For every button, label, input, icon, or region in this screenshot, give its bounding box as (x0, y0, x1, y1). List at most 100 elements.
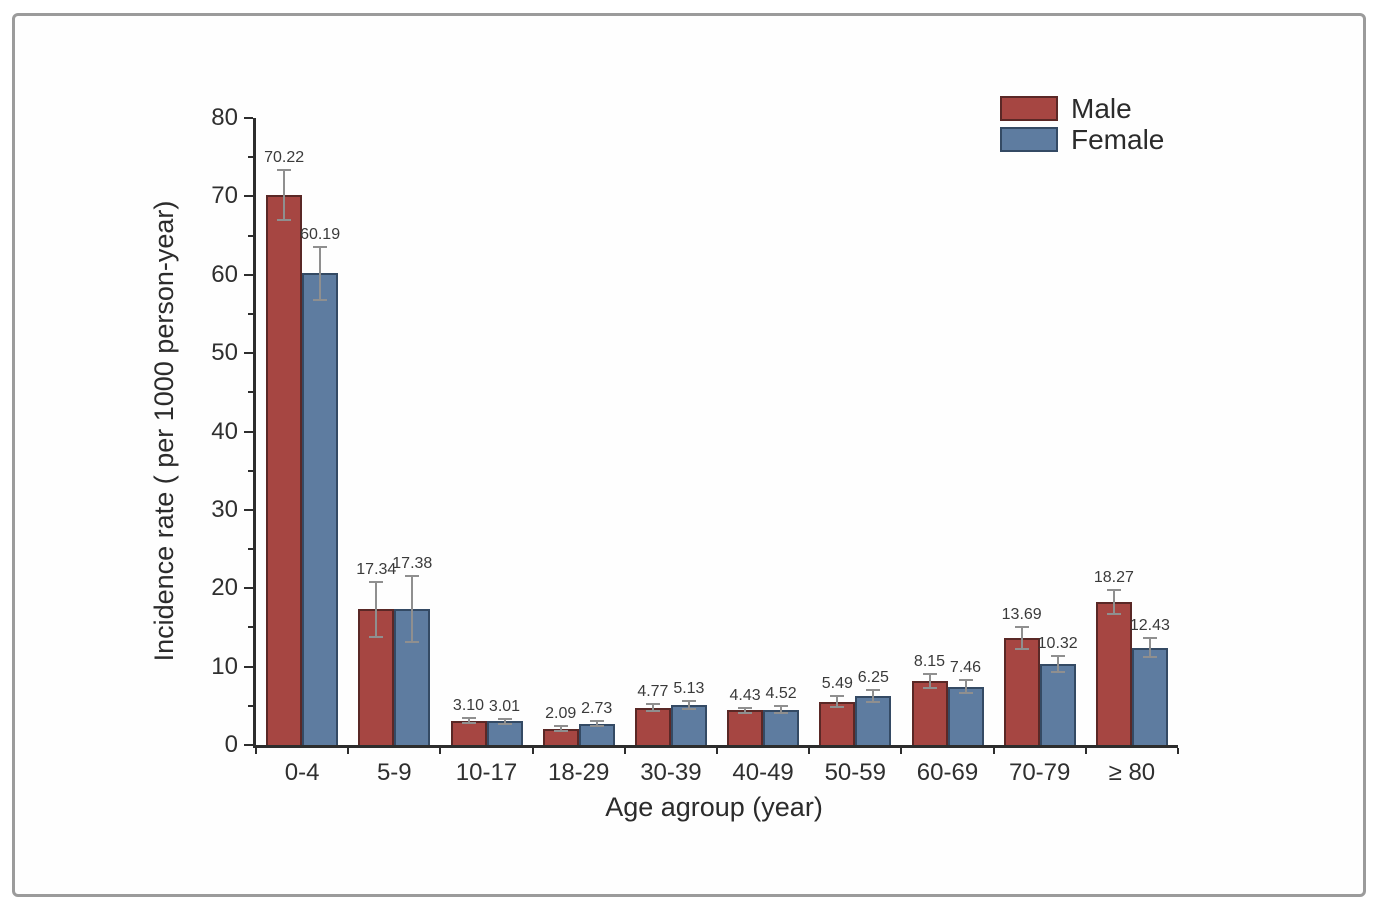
error-bar (375, 581, 378, 637)
error-bar-cap (958, 679, 973, 682)
error-bar-cap (277, 218, 292, 221)
error-bar-cap (738, 712, 753, 715)
error-bar (319, 246, 322, 300)
x-axis-category-label: 5-9 (376, 759, 412, 786)
bar-value-label: 17.34 (356, 560, 397, 578)
y-axis-tick-label: 30 (211, 495, 238, 523)
error-bar (1112, 590, 1115, 614)
bar-value-label: 17.38 (392, 554, 433, 572)
error-bar (283, 169, 286, 220)
error-bar (467, 717, 470, 724)
error-bar-cap (277, 168, 292, 171)
error-bar-cap (1050, 670, 1065, 673)
error-bar (1020, 626, 1023, 649)
bar-female-60-69 (947, 686, 984, 745)
bar-female-30-39 (670, 704, 707, 745)
error-bar-cap (1106, 589, 1121, 592)
error-bar-cap (1142, 637, 1157, 640)
bar-value-label: 18.27 (1093, 569, 1134, 587)
bar-male-70-79 (1003, 637, 1040, 745)
x-axis-title: Age agroup (year) (605, 792, 823, 822)
error-bar (503, 718, 506, 725)
y-axis-title: Incidence rate ( per 1000 person-year) (149, 200, 179, 662)
error-bar-cap (461, 722, 476, 725)
error-bar-cap (866, 689, 881, 692)
bar-value-label: 4.43 (729, 686, 761, 704)
y-axis-minor-tick (248, 312, 253, 315)
bar-value-label: 13.69 (1001, 605, 1042, 623)
error-bar-cap (681, 699, 696, 702)
error-bar-cap (589, 719, 604, 722)
error-bar-cap (774, 711, 789, 714)
error-bar (411, 575, 414, 642)
x-axis-category-label: 30-39 (640, 759, 702, 786)
legend-item-female: Female (1000, 124, 1164, 155)
error-bar-cap (1014, 625, 1029, 628)
x-axis-tick (900, 748, 903, 754)
error-bar (744, 707, 747, 714)
x-axis-category-label: 10-17 (455, 759, 518, 786)
bar-value-label: 5.13 (673, 679, 705, 697)
error-bar-cap (681, 707, 696, 710)
x-axis-tick (255, 748, 257, 754)
error-bar-cap (553, 725, 568, 728)
bar-value-label: 60.19 (300, 225, 341, 243)
y-axis-minor-tick (248, 704, 253, 707)
bar-female-0-4 (302, 273, 339, 745)
bar-value-label: 3.10 (452, 696, 485, 714)
y-axis-minor-tick (248, 626, 253, 629)
error-bar-cap (1050, 655, 1065, 658)
error-bar (836, 696, 839, 708)
y-axis-tick-label: 70 (211, 182, 238, 210)
y-axis-major-tick (244, 508, 253, 511)
error-bar-cap (461, 716, 476, 719)
x-axis-category-label: 70-79 (1008, 759, 1071, 786)
error-bar (872, 690, 875, 702)
y-axis-tick-label: 20 (211, 574, 238, 602)
error-bar-cap (405, 574, 420, 577)
bar-value-label: 3.01 (488, 697, 521, 715)
bar-female-5-9 (394, 608, 431, 745)
legend: Male Female (1000, 93, 1164, 155)
legend-label-male: Male (1071, 93, 1132, 124)
x-axis-tick (531, 748, 534, 754)
x-axis-category-label: 60-69 (916, 759, 979, 786)
x-axis-category-label: 0-4 (284, 759, 320, 786)
y-axis-major-tick (244, 117, 253, 119)
y-axis-major-tick (244, 195, 253, 198)
y-axis-minor-tick (248, 391, 253, 394)
bar-male-60-69 (911, 681, 948, 745)
error-bar-cap (866, 700, 881, 703)
y-axis-major-tick (244, 587, 253, 590)
y-axis-tick-label: 0 (224, 731, 238, 758)
bar-value-label: 10.32 (1037, 635, 1078, 653)
error-bar-cap (774, 705, 789, 708)
x-axis-category-label: ≥ 80 (1108, 759, 1156, 786)
y-axis-tick-label: 10 (211, 652, 238, 680)
bar-male-40-49 (727, 710, 764, 745)
bar-value-label: 2.09 (545, 705, 577, 723)
error-bar-cap (497, 723, 512, 726)
male-color-swatch (1000, 96, 1058, 121)
bar-value-label: 2.73 (581, 699, 613, 717)
bar-value-label: 70.22 (264, 148, 305, 166)
error-bar (1056, 656, 1059, 672)
error-bar-cap (313, 245, 328, 248)
error-bar (780, 706, 783, 713)
bar-value-label: 6.25 (857, 669, 889, 687)
error-bar-cap (645, 703, 660, 706)
error-bar-cap (369, 580, 384, 583)
legend-item-male: Male (1000, 93, 1164, 124)
x-axis-category-label: 18-29 (547, 759, 610, 786)
error-bar-cap (958, 691, 973, 694)
y-axis-minor-tick (248, 234, 253, 237)
y-axis-major-tick (244, 430, 253, 433)
error-bar (559, 726, 562, 731)
error-bar (687, 700, 690, 709)
error-bar-cap (369, 635, 384, 638)
y-axis-minor-tick (248, 548, 253, 551)
figure-frame (12, 13, 1366, 897)
bar-female-50-59 (855, 696, 892, 745)
x-axis-tick (1084, 748, 1087, 754)
error-bar-cap (1106, 612, 1121, 615)
